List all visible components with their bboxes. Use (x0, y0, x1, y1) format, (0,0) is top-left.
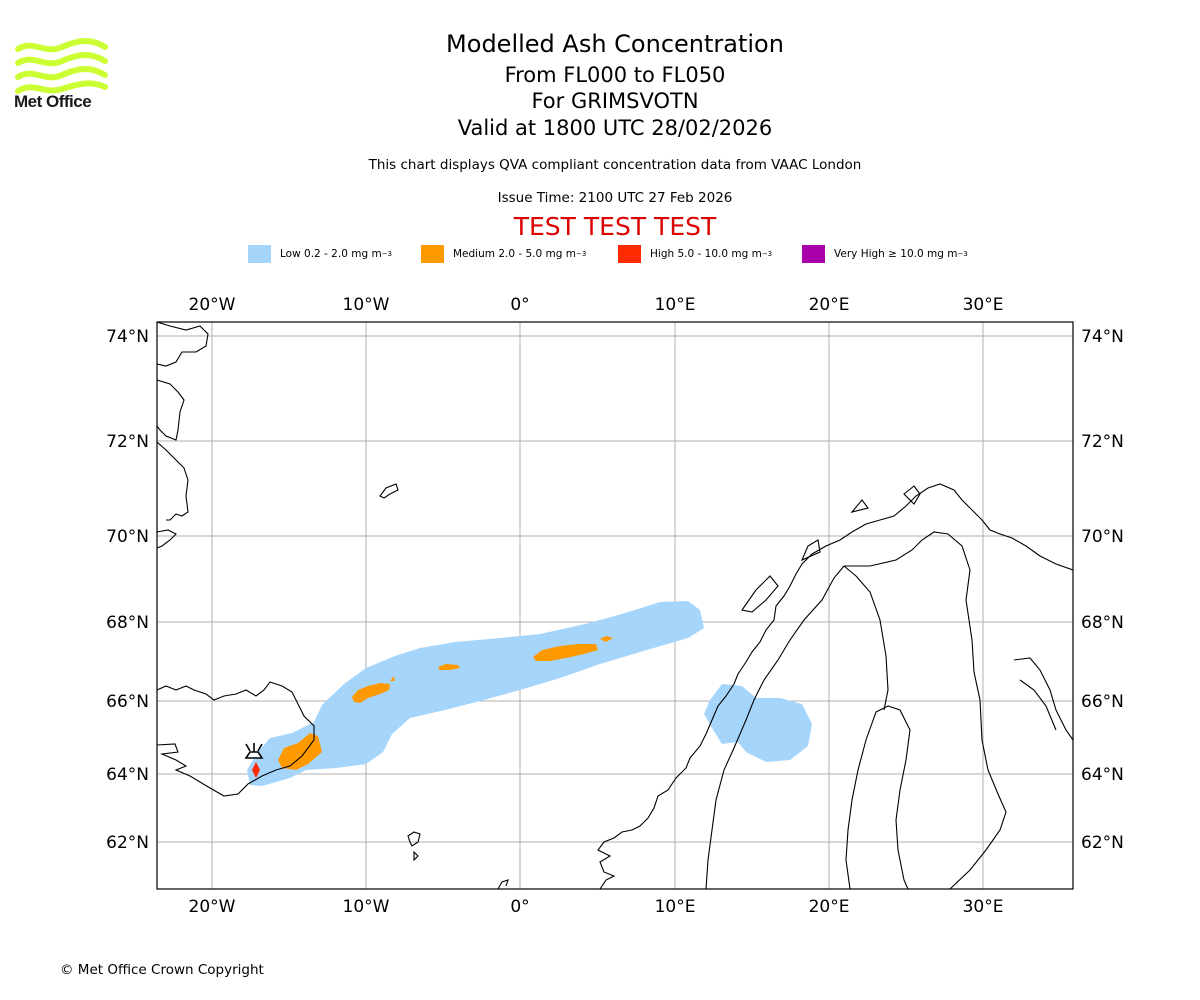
legend-label-medium: Medium 2.0 - 5.0 mg m (453, 248, 576, 260)
met-office-logo-text: Met Office (14, 92, 92, 111)
legend-swatch-very-high (802, 245, 825, 263)
lon-label-top: 30°E (963, 295, 1004, 315)
lon-label-top: 20°W (189, 295, 236, 315)
legend-label-high: High 5.0 - 10.0 mg m (650, 248, 762, 260)
iceland-coastline (157, 681, 315, 797)
legend-item-low: Low 0.2 - 2.0 mg m −3 (248, 244, 392, 264)
lat-label-right: 62°N (1081, 833, 1124, 853)
legend-item-very-high: Very High ≥ 10.0 mg m −3 (802, 244, 968, 264)
volcano-marker-icon (244, 743, 264, 759)
lon-label-top: 0° (510, 295, 529, 315)
met-office-logo (15, 38, 108, 94)
issue-time: Issue Time: 2100 UTC 27 Feb 2026 (497, 190, 733, 206)
lat-label-left: 72°N (106, 432, 149, 452)
legend-exponent: −3 (761, 250, 773, 258)
flight-level-range: From FL000 to FL050 (504, 63, 726, 87)
legend-swatch-medium (421, 245, 444, 263)
lon-label-top: 10°W (343, 295, 390, 315)
lat-label-left: 66°N (106, 692, 149, 712)
lat-label-left: 68°N (106, 613, 149, 633)
copyright-notice: © Met Office Crown Copyright (60, 962, 264, 978)
legend-item-medium: Medium 2.0 - 5.0 mg m −3 (421, 244, 586, 264)
lon-label-top: 10°E (655, 295, 696, 315)
lon-label-bottom: 30°E (963, 897, 1004, 917)
lat-label-left: 62°N (106, 833, 149, 853)
lat-label-right: 74°N (1081, 327, 1124, 347)
lon-label-bottom: 0° (510, 897, 529, 917)
lat-label-left: 74°N (106, 327, 149, 347)
legend-exponent: −3 (381, 250, 393, 258)
lat-label-right: 72°N (1081, 432, 1124, 452)
legend-label-very-high: Very High ≥ 10.0 mg m (834, 248, 958, 260)
legend-exponent: −3 (957, 250, 968, 258)
legend-exponent: −3 (575, 250, 587, 258)
kola-coastline (1013, 657, 1073, 741)
bothnia-coastline (845, 705, 911, 889)
shetland-coastline (497, 879, 509, 889)
lat-label-left: 70°N (106, 527, 149, 547)
legend-label-low: Low 0.2 - 2.0 mg m (280, 248, 382, 260)
lon-label-top: 20°E (809, 295, 850, 315)
qva-note: This chart displays QVA compliant concen… (368, 157, 862, 173)
lat-label-right: 68°N (1081, 613, 1124, 633)
map-frame (156, 321, 1074, 890)
lat-label-left: 64°N (106, 765, 149, 785)
lat-label-right: 66°N (1081, 692, 1124, 712)
lon-label-bottom: 20°E (809, 897, 850, 917)
ash-medium-region (278, 636, 613, 770)
faroe-coastline (407, 831, 421, 862)
lat-label-right: 70°N (1081, 527, 1124, 547)
legend-swatch-low (248, 245, 271, 263)
legend-swatch-high (618, 245, 641, 263)
coastlines (157, 322, 1073, 889)
ash-high-region (252, 762, 260, 778)
norway-coastline (597, 483, 1073, 889)
chart-title: Modelled Ash Concentration (446, 30, 784, 58)
test-banner: TEST TEST TEST (513, 212, 717, 241)
lon-label-bottom: 10°W (343, 897, 390, 917)
legend-item-high: High 5.0 - 10.0 mg m −3 (618, 244, 772, 264)
lon-label-bottom: 20°W (189, 897, 236, 917)
jan-mayen-coastline (379, 483, 399, 499)
lat-label-right: 64°N (1081, 765, 1124, 785)
country-borders (705, 531, 1007, 889)
map-gridlines (157, 322, 1073, 889)
volcano-name: For GRIMSVOTN (531, 89, 699, 113)
valid-time: Valid at 1800 UTC 28/02/2026 (457, 116, 773, 140)
norway-islands (741, 485, 921, 613)
greenland-coastline (157, 322, 209, 549)
lon-label-bottom: 10°E (655, 897, 696, 917)
